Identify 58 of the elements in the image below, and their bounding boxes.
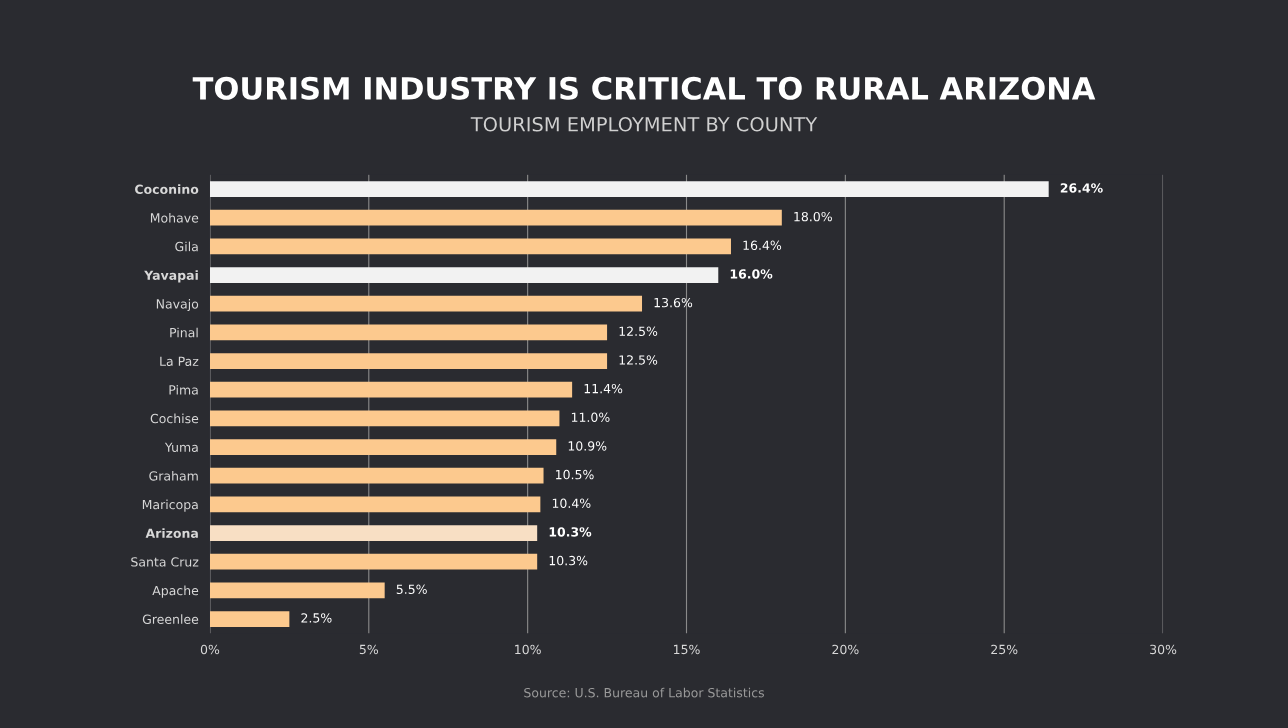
bar: [209, 353, 608, 369]
y-tick-label: Navajo: [156, 298, 199, 312]
data-label: 10.4%: [552, 498, 591, 508]
x-tick-label: 20%: [832, 644, 859, 655]
bar: [209, 209, 782, 226]
y-tick-label: Mohave: [150, 212, 199, 223]
y-tick-label: Cochise: [150, 413, 199, 424]
bar: [209, 582, 385, 599]
data-label: 11.4%: [584, 383, 623, 394]
data-label: 18.0%: [794, 211, 832, 222]
data-label: 16.4%: [743, 240, 782, 251]
y-tick-label: La Paz: [160, 356, 199, 366]
y-tick-label: Maricopa: [142, 499, 198, 512]
data-label: 11.0%: [571, 412, 610, 422]
y-tick-label: Gila: [175, 241, 198, 252]
bar: [209, 525, 538, 541]
x-tick-label: 25%: [991, 644, 1018, 655]
bar: [209, 467, 544, 484]
chart-subtitle: TOURISM EMPLOYMENT BY COUNTY: [470, 116, 818, 132]
y-tick-label: Apache: [152, 585, 199, 598]
y-tick-label: Santa Cruz: [131, 557, 199, 567]
y-tick-label: Pinal: [170, 327, 198, 338]
data-label: 26.4%: [1060, 183, 1103, 193]
y-tick-label: Yavapai: [144, 270, 198, 283]
y-tick-label: Coconino: [135, 184, 199, 194]
bar: [209, 611, 290, 627]
x-tick-label: 15%: [673, 644, 700, 655]
bar: [209, 324, 608, 341]
x-tick-label: 5%: [359, 644, 379, 655]
data-label: 10.9%: [568, 441, 607, 451]
bar: [209, 553, 538, 570]
data-label: 13.6%: [654, 297, 693, 308]
x-tick-label: 10%: [515, 644, 541, 655]
y-tick-label: Greenlee: [142, 614, 199, 624]
x-tick-label: 30%: [1150, 644, 1177, 655]
data-label: 10.3%: [549, 555, 588, 566]
source-note: Source: U.S. Bureau of Labor Statistics: [524, 687, 764, 698]
data-label: 16.0%: [730, 269, 773, 279]
x-tick-label: 0%: [200, 644, 220, 655]
bar: [209, 295, 643, 312]
bar: [209, 439, 557, 455]
y-tick-label: Yuma: [164, 442, 198, 452]
y-tick-label: Pima: [169, 384, 198, 395]
y-tick-label: Graham: [149, 470, 198, 481]
bar: [209, 496, 541, 513]
chart-title: TOURISM INDUSTRY IS CRITICAL TO RURAL ARIZONA: [192, 76, 1096, 100]
data-label: 10.3%: [549, 527, 592, 537]
bar: [209, 267, 719, 283]
bar: [209, 381, 573, 398]
data-label: 12.5%: [619, 355, 658, 365]
data-label: 5.5%: [396, 584, 427, 594]
bar: [209, 410, 560, 427]
data-label: 2.5%: [301, 613, 332, 623]
data-label: 12.5%: [619, 326, 658, 336]
data-label: 10.5%: [556, 469, 594, 480]
bar: [209, 181, 1049, 197]
bar: [209, 238, 731, 255]
y-tick-label: Arizona: [145, 528, 198, 538]
